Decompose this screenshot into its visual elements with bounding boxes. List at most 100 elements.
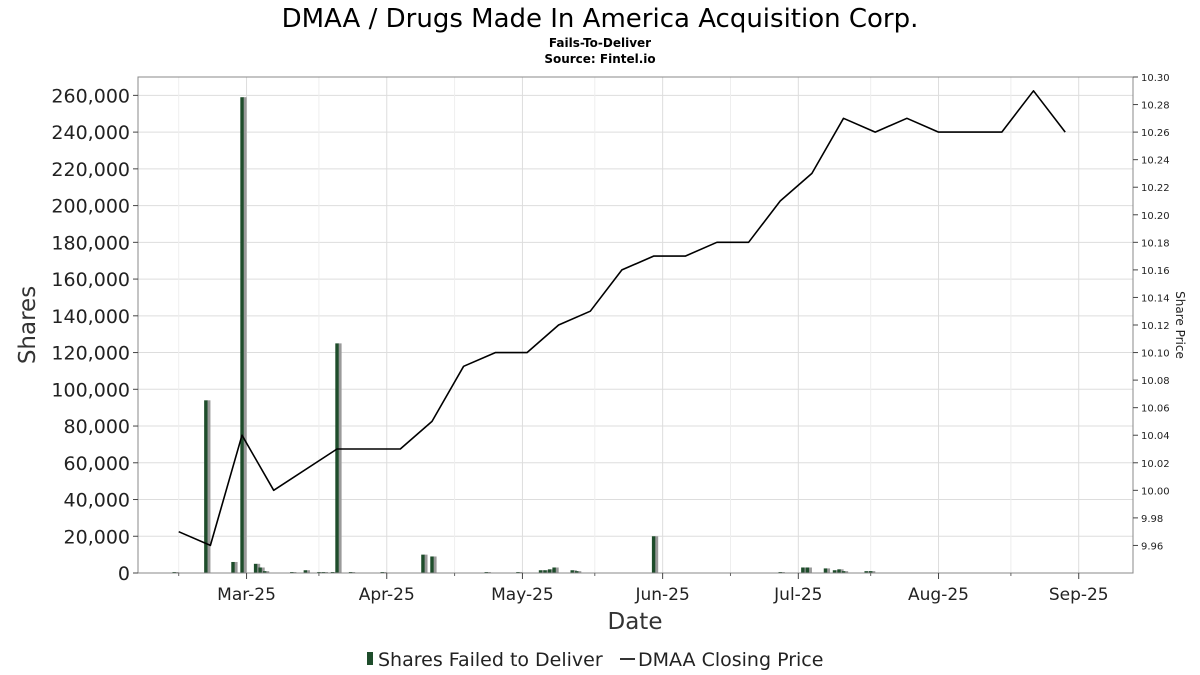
- ftd-bar-shadow: [871, 571, 876, 573]
- ftd-bar: [832, 570, 837, 573]
- ftd-bar: [651, 536, 656, 573]
- y-tick-label: 160,000: [51, 269, 130, 291]
- line-layer: [178, 90, 1066, 547]
- ftd-bar-shadow: [577, 571, 582, 573]
- legend-line-label: DMAA Closing Price: [638, 649, 823, 671]
- x-tick-label: Mar-25: [217, 585, 276, 605]
- ftd-bar: [841, 571, 846, 573]
- left-axis: 0 20,000 40,000 60,000 80,000 100,000 120,000 1…: [51, 85, 138, 585]
- x-tick-label: Jun-25: [634, 585, 689, 605]
- ftd-bar-shadow: [555, 567, 559, 573]
- ftd-bar: [543, 570, 547, 573]
- x-tick-label: Aug-25: [908, 585, 969, 605]
- y-tick-label: 220,000: [51, 159, 130, 181]
- y-tick-label: 20,000: [64, 526, 130, 548]
- ftd-bar: [303, 570, 308, 573]
- y-tick-label: 60,000: [64, 453, 130, 475]
- y-tick-label: 140,000: [51, 306, 130, 328]
- x-axis: Mar-25 Apr-25 May-25 Jun-25 Jul-25 Aug-25 Sep-…: [178, 573, 1109, 605]
- ftd-bar: [868, 571, 873, 573]
- bar-layer: [172, 97, 876, 574]
- ftd-bar: [335, 343, 339, 573]
- ftd-bar: [262, 571, 267, 573]
- ftd-bar: [430, 556, 434, 573]
- y2-tick-label: 10.26: [1141, 128, 1170, 139]
- y2-tick-label: 10.28: [1141, 101, 1170, 112]
- legend: Shares Failed to Deliver DMAA Closing Pr…: [367, 649, 823, 671]
- y2-tick-label: 10.18: [1141, 238, 1170, 249]
- ftd-bar: [864, 571, 868, 573]
- ftd-bar-shadow: [234, 561, 238, 573]
- y-tick-label: 80,000: [64, 416, 130, 438]
- ftd-bar: [805, 567, 810, 573]
- ftd-bar-shadow: [306, 570, 310, 573]
- chart-title: DMAA / Drugs Made In America Acquisition…: [282, 4, 919, 34]
- y-tick-label: 40,000: [64, 490, 130, 512]
- y2-axis-label: Share Price: [1173, 291, 1187, 359]
- ftd-bar-shadow: [808, 567, 812, 573]
- y2-tick-label: 10.12: [1141, 321, 1170, 332]
- ftd-bar-shadow: [654, 536, 659, 573]
- ftd-bar: [258, 567, 262, 573]
- ftd-bar: [570, 570, 574, 573]
- x-axis-label: Date: [608, 609, 663, 635]
- ftd-bar: [253, 563, 258, 573]
- ftd-bar: [823, 568, 828, 573]
- ftd-bar: [231, 561, 235, 573]
- chart-subtitle: Fails-To-Deliver: [549, 36, 651, 50]
- x-tick-label: May-25: [491, 585, 554, 605]
- ftd-bar: [575, 571, 579, 573]
- ftd-bar: [547, 569, 552, 573]
- grid-layer: [138, 77, 1133, 573]
- ftd-bar: [801, 567, 805, 573]
- x-tick-label: Apr-25: [359, 585, 415, 605]
- ftd-bar: [204, 400, 208, 573]
- ftd-bar-shadow: [243, 97, 247, 574]
- y2-tick-label: 10.04: [1141, 431, 1170, 442]
- y2-tick-label: 10.16: [1141, 266, 1170, 277]
- y2-tick-label: 10.30: [1141, 73, 1170, 84]
- y2-tick-label: 9.98: [1141, 514, 1163, 525]
- ftd-bar-shadow: [261, 567, 265, 573]
- y2-tick-label: 10.10: [1141, 349, 1170, 360]
- ftd-bar: [837, 569, 841, 573]
- x-tick-label: Sep-25: [1049, 585, 1109, 605]
- ftd-bar: [240, 97, 244, 574]
- y-tick-label: 120,000: [51, 343, 130, 365]
- y2-tick-label: 10.24: [1141, 156, 1170, 167]
- ftd-bar-shadow: [207, 400, 211, 573]
- chart-source: Source: Fintel.io: [544, 52, 655, 66]
- right-axis: 9.96 9.98 10.00 10.02 10.04 10.06 10.08 10.10 10…: [1133, 73, 1170, 552]
- y2-tick-label: 10.20: [1141, 211, 1170, 222]
- x-tick-label: Jul-25: [773, 585, 822, 605]
- ftd-bar-shadow: [433, 556, 437, 573]
- y2-tick-label: 10.08: [1141, 376, 1170, 387]
- y2-tick-label: 10.02: [1141, 459, 1170, 470]
- plot-frame: [137, 76, 1134, 574]
- y-tick-label: 260,000: [51, 85, 130, 107]
- ftd-bar: [421, 554, 425, 573]
- ftd-bar-shadow: [338, 343, 342, 573]
- legend-bar-swatch: [367, 652, 373, 665]
- y2-tick-label: 9.96: [1141, 541, 1163, 552]
- ftd-bar-shadow: [826, 568, 831, 573]
- y-tick-label: 100,000: [51, 379, 130, 401]
- y-tick-label: 240,000: [51, 122, 130, 144]
- ftd-bar-shadow: [424, 554, 428, 573]
- ftd-bar: [538, 570, 543, 573]
- y-tick-label: 200,000: [51, 196, 130, 218]
- y2-tick-label: 10.06: [1141, 404, 1170, 415]
- legend-bar-label: Shares Failed to Deliver: [378, 649, 603, 671]
- y2-tick-label: 10.14: [1141, 293, 1170, 304]
- y-axis-label: Shares: [15, 286, 41, 364]
- ftd-bar-shadow: [844, 571, 849, 573]
- ftd-bar-shadow: [265, 571, 270, 573]
- y2-tick-label: 10.22: [1141, 183, 1170, 194]
- y-tick-label: 180,000: [51, 232, 130, 254]
- ftd-bar: [552, 567, 556, 573]
- price-line: [178, 90, 1066, 547]
- y2-tick-label: 10.00: [1141, 486, 1170, 497]
- y-tick-label: 0: [118, 563, 130, 585]
